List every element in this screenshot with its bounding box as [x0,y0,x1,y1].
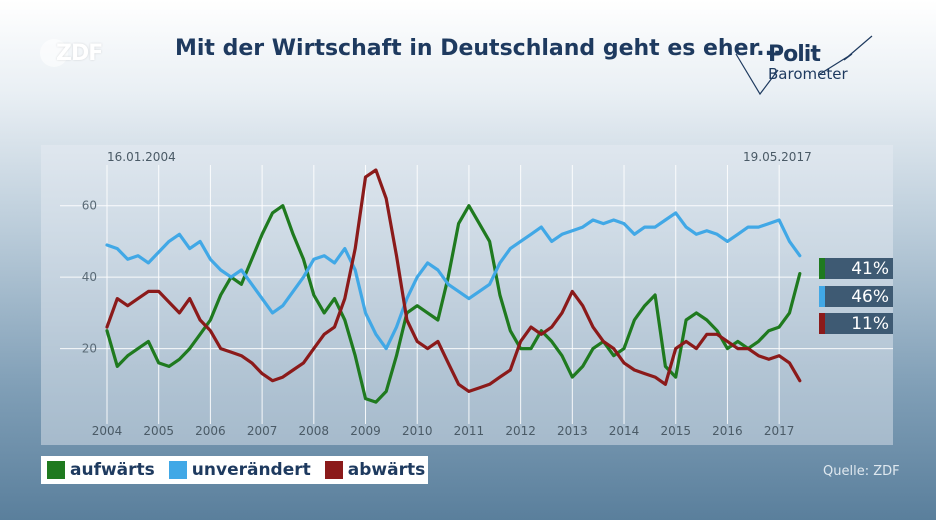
zdf-logo-ring [40,39,68,67]
x-tick-label: 2004 [92,424,123,438]
legend: aufwärts unverändert abwärts [41,456,428,484]
x-tick-label: 2008 [299,424,330,438]
badge-value: 41% [851,258,889,279]
x-tick-label: 2011 [454,424,485,438]
y-tick-label: 40 [82,270,97,284]
badge-aufwaerts: 41% [819,258,893,279]
start-date: 16.01.2004 [107,150,176,164]
politbarometer-logo: Polit Barometer [734,34,884,100]
chart-panel [41,145,893,445]
legend-item-aufwaerts: aufwärts [47,460,155,480]
chart-title: Mit der Wirtschaft in Deutschland geht e… [175,36,782,61]
badge-swatch [819,286,825,307]
badge-value: 11% [851,313,889,334]
x-tick-label: 2006 [195,424,226,438]
series-line-unverändert [105,211,802,351]
badge-abwaerts: 11% [819,313,893,334]
zdf-logo-text: ZDF [56,40,103,66]
politbarometer-checkmark-icon [735,35,873,96]
x-tick-label: 2017 [764,424,795,438]
brand-line-1: Polit [768,42,821,67]
badge-unveraendert: 46% [819,286,893,307]
legend-item-abwaerts: abwärts [324,460,426,480]
series-line-abwärts [105,168,802,393]
y-tick-label: 20 [82,342,97,356]
legend-label: abwärts [347,460,426,480]
legend-swatch [324,461,343,479]
zdf-logo: ZDF [40,38,104,68]
series-line-aufwärts [105,204,802,404]
legend-label: unverändert [191,460,311,480]
legend-swatch [47,461,65,479]
x-tick-label: 2016 [712,424,743,438]
x-tick-label: 2015 [660,424,691,438]
x-tick-label: 2013 [557,424,588,438]
badge-swatch [819,258,825,279]
legend-item-unveraendert: unverändert [168,460,311,480]
badge-value: 46% [851,286,889,307]
badge-swatch [819,313,825,334]
x-tick-label: 2009 [350,424,381,438]
x-tick-label: 2005 [143,424,174,438]
end-date: 19.05.2017 [743,150,812,164]
y-tick-label: 60 [82,199,97,213]
x-tick-label: 2012 [505,424,536,438]
brand-line-2: Barometer [768,65,848,83]
legend-label: aufwärts [70,460,155,480]
x-tick-label: 2014 [609,424,640,438]
x-tick-label: 2010 [402,424,433,438]
legend-swatch [168,461,187,479]
x-tick-label: 2007 [247,424,278,438]
source-note: Quelle: ZDF [823,464,900,479]
